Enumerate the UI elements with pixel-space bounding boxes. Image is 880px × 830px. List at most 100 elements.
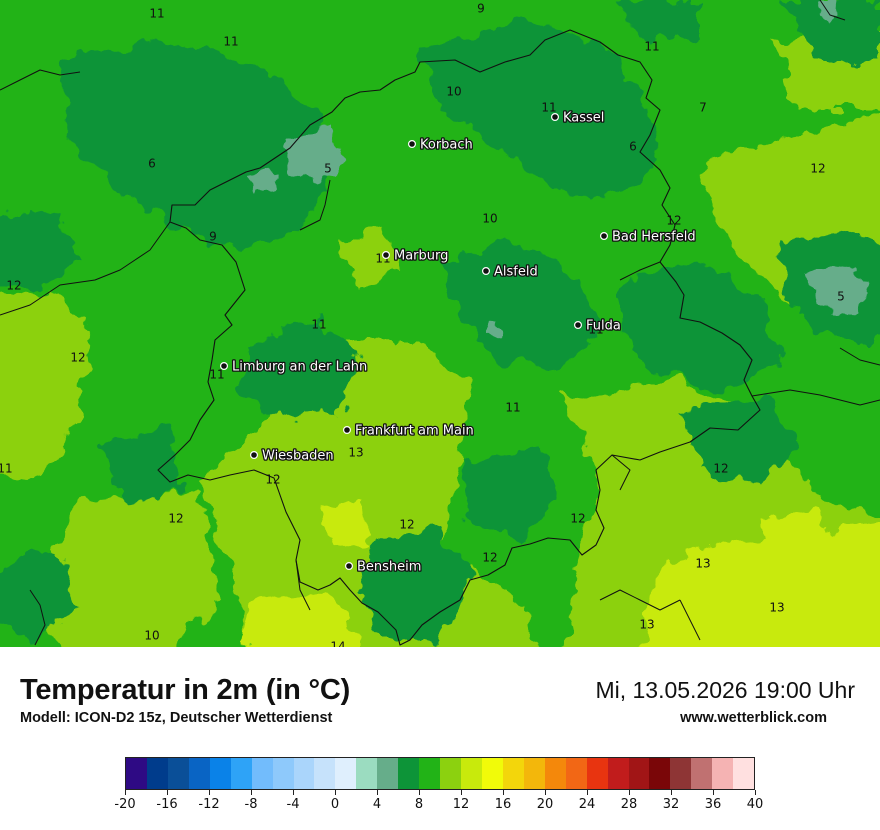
isotherm-value-label: 9 bbox=[477, 2, 485, 16]
legend-tick-label: 32 bbox=[662, 797, 680, 812]
legend-color-step bbox=[502, 758, 524, 789]
city-label: Bad Hersfeld bbox=[612, 230, 696, 245]
city-kassel[interactable]: Kassel bbox=[550, 109, 606, 127]
city-frankfurt-am-main[interactable]: Frankfurt am Main bbox=[343, 422, 475, 440]
legend-tick-label: 36 bbox=[704, 797, 722, 812]
legend-tick-label: -8 bbox=[244, 797, 258, 812]
legend-color-step bbox=[628, 758, 650, 789]
isotherm-value-label: 12 bbox=[666, 214, 681, 228]
legend-color-step bbox=[733, 758, 755, 789]
isotherm-value-label: 12 bbox=[570, 512, 585, 526]
cool-zones bbox=[0, 0, 880, 640]
isotherm-value-label: 6 bbox=[148, 157, 156, 171]
isotherm-value-label: 11 bbox=[644, 40, 659, 54]
isotherm-value-label: 11 bbox=[541, 101, 556, 115]
isotherm-value-label: 11 bbox=[505, 401, 520, 415]
city-dot bbox=[550, 112, 559, 121]
isotherm-value-label: 12 bbox=[70, 351, 85, 365]
legend-tick-mark bbox=[545, 790, 546, 795]
legend-tick-label: 20 bbox=[536, 797, 554, 812]
legend-tick-mark bbox=[503, 790, 504, 795]
isotherm-value-label: 13 bbox=[639, 618, 654, 632]
legend-tick-mark bbox=[461, 790, 462, 795]
city-dot bbox=[382, 251, 391, 260]
legend-tick-mark bbox=[125, 790, 126, 795]
legend-tick-mark bbox=[167, 790, 168, 795]
legend-tick-label: 4 bbox=[372, 797, 382, 812]
legend-color-step bbox=[335, 758, 357, 789]
website-link[interactable]: www.wetterblick.com bbox=[680, 710, 827, 726]
legend-color-step bbox=[649, 758, 671, 789]
isotherm-value-label: 11 bbox=[311, 318, 326, 332]
legend-tick-mark bbox=[671, 790, 672, 795]
isotherm-value-label: 12 bbox=[265, 473, 280, 487]
isotherm-value-label: 12 bbox=[168, 512, 183, 526]
isotherm-value-label: 14 bbox=[330, 640, 345, 648]
legend-color-step bbox=[419, 758, 441, 789]
legend-color-step bbox=[461, 758, 482, 789]
city-dot bbox=[343, 426, 352, 435]
legend-tick-label: 8 bbox=[414, 797, 424, 812]
isotherm-value-label: 12 bbox=[399, 518, 414, 532]
isotherm-value-label: 13 bbox=[348, 446, 363, 460]
legend-color-step bbox=[691, 758, 713, 789]
legend-ticks: -20 -16 -12 -8 -4 0 4 8 12 16 20 24 28 32 36 40 bbox=[114, 790, 763, 820]
legend-color-step bbox=[209, 758, 231, 789]
city-bad-hersfeld[interactable]: Bad Hersfeld bbox=[599, 228, 697, 246]
legend-color-step bbox=[586, 758, 608, 789]
temperature-map[interactable]: 11 9 11 11 10 11 7 6 6 5 12 10 12 9 11 12 5 11 11 12 11 11 13 1… bbox=[0, 0, 880, 647]
isotherm-value-label: 5 bbox=[324, 162, 332, 176]
legend-tick-mark bbox=[419, 790, 420, 795]
isotherm-value-label: 11 bbox=[0, 462, 13, 476]
legend-color-step bbox=[607, 758, 629, 789]
city-dot bbox=[599, 232, 608, 241]
isotherm-value-label: 7 bbox=[699, 101, 707, 115]
city-limburg-an-der-lahn[interactable]: Limburg an der Lahn bbox=[220, 358, 369, 376]
legend-tick-label: 40 bbox=[746, 797, 764, 812]
legend-tick-mark bbox=[293, 790, 294, 795]
city-marburg[interactable]: Marburg bbox=[382, 247, 450, 265]
city-korbach[interactable]: Korbach bbox=[408, 136, 474, 154]
city-dot bbox=[250, 451, 259, 460]
cold-patches bbox=[250, 0, 870, 336]
city-alsfeld[interactable]: Alsfeld bbox=[482, 263, 539, 281]
model-subtitle: Modell: ICON-D2 15z, Deutscher Wetterdie… bbox=[20, 710, 333, 726]
legend-tick-label: 16 bbox=[494, 797, 512, 812]
legend-color-step bbox=[167, 758, 189, 789]
legend-tick-label: 28 bbox=[620, 797, 638, 812]
city-bensheim[interactable]: Bensheim bbox=[345, 558, 423, 576]
legend-color-step bbox=[565, 758, 587, 789]
isotherm-value-label: 10 bbox=[144, 629, 159, 643]
legend-tick-label: 24 bbox=[578, 797, 596, 812]
isotherm-value-label: 12 bbox=[810, 162, 825, 176]
political-borders bbox=[0, 0, 880, 646]
legend-color-step bbox=[440, 758, 461, 789]
city-wiesbaden[interactable]: Wiesbaden bbox=[250, 447, 335, 465]
isotherm-value-label: 5 bbox=[837, 290, 845, 304]
legend-color-step bbox=[712, 758, 734, 789]
legend-color-step bbox=[272, 758, 294, 789]
legend-tick-mark bbox=[713, 790, 714, 795]
city-fulda[interactable]: Fulda bbox=[573, 317, 622, 335]
city-label: Kassel bbox=[563, 111, 604, 126]
legend-color-step bbox=[377, 758, 399, 789]
city-dot bbox=[482, 267, 491, 276]
legend-tick-mark bbox=[251, 790, 252, 795]
legend-color-step bbox=[126, 758, 147, 789]
isotherm-value-label: 10 bbox=[446, 85, 461, 99]
legend-tick-mark bbox=[209, 790, 210, 795]
legend-color-step bbox=[251, 758, 273, 789]
legend-color-step bbox=[314, 758, 336, 789]
value-labels: 11 9 11 11 10 11 7 6 6 5 12 10 12 9 11 12 5 11 11 12 11 11 13 1… bbox=[0, 2, 845, 648]
isotherm-value-label: 11 bbox=[588, 323, 603, 337]
city-dot bbox=[345, 561, 354, 570]
legend-color-step bbox=[230, 758, 252, 789]
footer: Temperatur in 2m (in °C) Modell: ICON-D2… bbox=[0, 647, 880, 830]
city-label: Bensheim bbox=[357, 560, 421, 575]
isotherm-value-label: 11 bbox=[223, 35, 238, 49]
city-label: Limburg an der Lahn bbox=[232, 360, 367, 375]
legend-color-step bbox=[481, 758, 503, 789]
isotherm-value-label: 11 bbox=[209, 368, 224, 382]
legend-color-step bbox=[544, 758, 566, 789]
city-label: Wiesbaden bbox=[262, 449, 334, 464]
